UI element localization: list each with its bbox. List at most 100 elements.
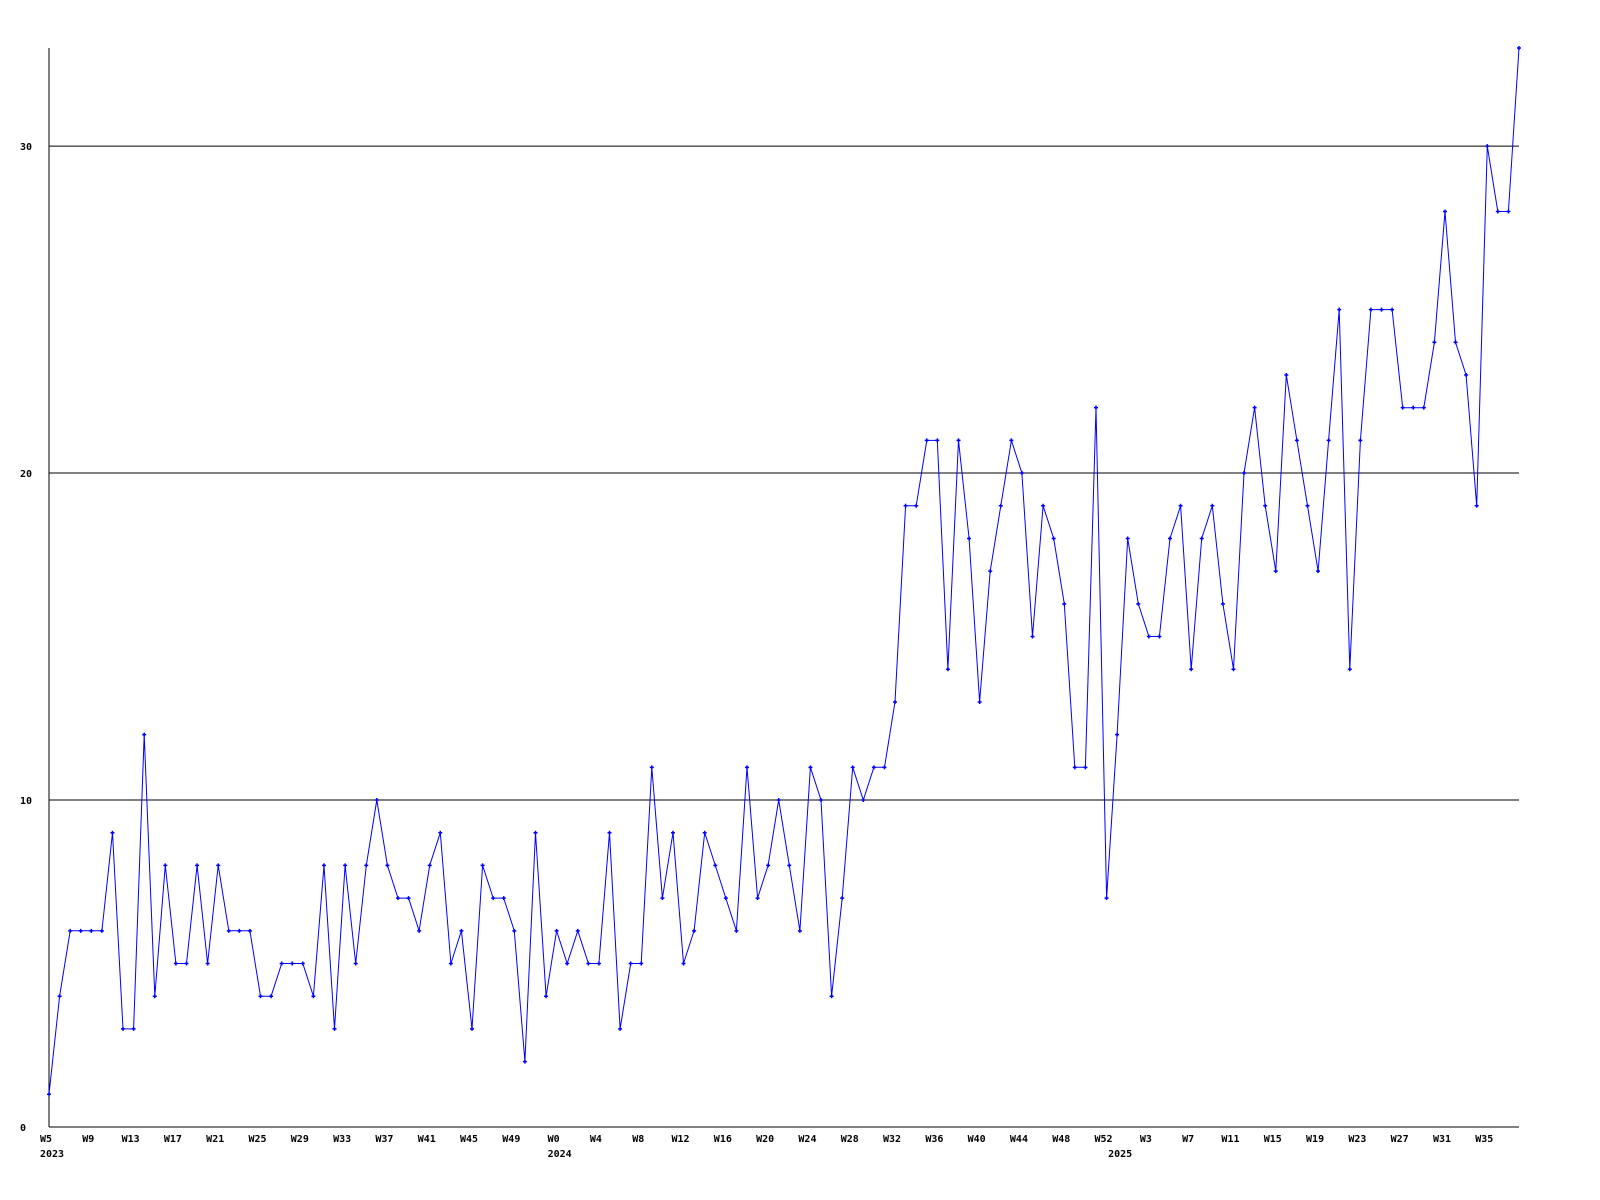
data-point — [1379, 307, 1384, 312]
x-tick-label: W37 — [375, 1134, 393, 1145]
data-point — [459, 928, 464, 933]
data-point — [871, 765, 876, 770]
data-point — [1337, 307, 1342, 312]
data-point — [68, 928, 73, 933]
data-point — [692, 928, 697, 933]
data-point — [1326, 438, 1331, 443]
data-point — [967, 536, 972, 541]
x-tick-label: W31 — [1433, 1134, 1451, 1145]
data-point — [353, 961, 358, 966]
data-point — [660, 896, 665, 901]
x-tick-label: W16 — [714, 1134, 732, 1145]
data-point — [1485, 144, 1490, 149]
data-point — [1030, 634, 1035, 639]
data-point — [988, 569, 993, 574]
data-point — [1442, 209, 1447, 214]
data-point — [575, 928, 580, 933]
data-point — [840, 896, 845, 901]
data-point — [343, 863, 348, 868]
x-tick-label: W19 — [1306, 1134, 1324, 1145]
data-point — [311, 994, 316, 999]
gridlines — [49, 145, 1519, 801]
x-tick-label: W5 — [40, 1134, 52, 1145]
data-point — [374, 798, 379, 803]
data-point — [300, 961, 305, 966]
data-point — [670, 830, 675, 835]
data-point — [787, 863, 792, 868]
x-tick-label: W44 — [1010, 1134, 1028, 1145]
data-point — [1252, 405, 1257, 410]
data-point — [290, 961, 295, 966]
x-tick-label: W52 — [1095, 1134, 1113, 1145]
data-point — [1231, 667, 1236, 672]
x-tick-label: W13 — [122, 1134, 140, 1145]
x-tick-label: W12 — [672, 1134, 690, 1145]
data-point — [121, 1026, 126, 1031]
x-tick-label: W27 — [1391, 1134, 1409, 1145]
data-point — [1083, 765, 1088, 770]
data-point — [417, 928, 422, 933]
data-point — [1474, 503, 1479, 508]
data-point — [628, 961, 633, 966]
data-point — [607, 830, 612, 835]
data-point — [142, 732, 147, 737]
data-point — [438, 830, 443, 835]
data-point — [1210, 503, 1215, 508]
data-point — [945, 667, 950, 672]
data-point — [131, 1026, 136, 1031]
x-tick-label: W28 — [841, 1134, 859, 1145]
data-point — [470, 1026, 475, 1031]
x-tick-label: W45 — [460, 1134, 478, 1145]
data-point — [829, 994, 834, 999]
data-point — [586, 961, 591, 966]
data-point — [861, 798, 866, 803]
data-point — [713, 863, 718, 868]
series-line — [48, 47, 1520, 1095]
data-point — [1263, 503, 1268, 508]
data-point — [57, 994, 62, 999]
data-point — [163, 863, 168, 868]
data-point — [226, 928, 231, 933]
data-point — [216, 863, 221, 868]
data-point — [850, 765, 855, 770]
data-point — [269, 994, 274, 999]
x-tick-label: W8 — [632, 1134, 644, 1145]
data-point — [1220, 601, 1225, 606]
data-point — [1464, 372, 1469, 377]
data-point — [1390, 307, 1395, 312]
data-point — [1294, 438, 1299, 443]
data-point — [78, 928, 83, 933]
data-point — [554, 928, 559, 933]
data-point — [1157, 634, 1162, 639]
x-tick-label: W21 — [206, 1134, 224, 1145]
data-point — [1168, 536, 1173, 541]
data-point — [1453, 340, 1458, 345]
data-point — [332, 1026, 337, 1031]
data-point — [935, 438, 940, 443]
data-point — [924, 438, 929, 443]
data-point — [1009, 438, 1014, 443]
data-point — [1093, 405, 1098, 410]
data-point — [819, 798, 824, 803]
data-point — [1136, 601, 1141, 606]
data-point — [1368, 307, 1373, 312]
data-point — [1400, 405, 1405, 410]
data-point — [618, 1026, 623, 1031]
data-point — [491, 896, 496, 901]
data-point — [321, 863, 326, 868]
year-label: 2023 — [40, 1149, 64, 1160]
data-point — [1506, 209, 1511, 214]
data-point — [184, 961, 189, 966]
data-point — [734, 928, 739, 933]
x-tick-label: W25 — [248, 1134, 266, 1145]
data-point — [755, 896, 760, 901]
data-point — [1189, 667, 1194, 672]
y-tick-label: 20 — [20, 469, 32, 480]
data-point — [427, 863, 432, 868]
data-point — [1199, 536, 1204, 541]
data-point — [1316, 569, 1321, 574]
data-point — [1019, 471, 1024, 476]
year-label: 2025 — [1108, 1149, 1132, 1160]
x-tick-label: W36 — [925, 1134, 943, 1145]
data-point — [1178, 503, 1183, 508]
